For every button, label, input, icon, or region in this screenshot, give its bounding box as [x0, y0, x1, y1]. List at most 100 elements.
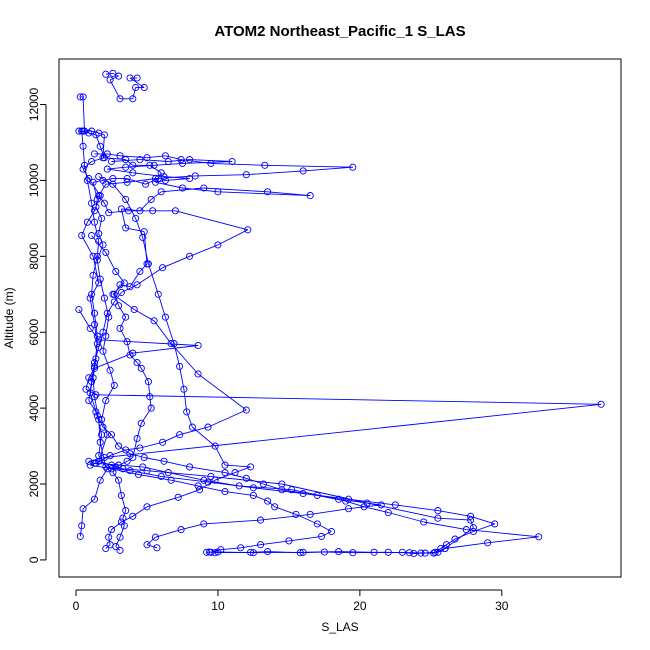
- series-segment: [139, 199, 152, 212]
- data-point: [93, 195, 101, 203]
- data-point: [462, 526, 470, 534]
- data-point: [335, 495, 343, 503]
- series-segment: [136, 423, 142, 439]
- data-point: [186, 174, 194, 183]
- data-point: [95, 173, 103, 181]
- series-segment: [157, 294, 166, 318]
- series-segment: [274, 506, 297, 515]
- series-profile-5: [85, 150, 543, 557]
- series-segment: [210, 162, 265, 166]
- data-point: [116, 533, 124, 541]
- data-point: [147, 195, 155, 203]
- y-tick-label: 0: [27, 556, 41, 563]
- series-segment: [181, 159, 211, 164]
- data-point: [88, 199, 96, 207]
- series-segment: [98, 183, 107, 196]
- data-point: [134, 470, 143, 479]
- data-point: [88, 290, 96, 298]
- data-point: [264, 497, 272, 505]
- chart-title: ATOM2 Northeast_Pacific_1 S_LAS: [214, 23, 465, 40]
- data-point: [204, 423, 212, 431]
- series-segment: [119, 525, 125, 538]
- data-point: [100, 131, 108, 139]
- data-point: [161, 176, 169, 184]
- data-point: [95, 192, 103, 200]
- data-point: [86, 324, 94, 332]
- data-point: [83, 176, 91, 184]
- data-point: [420, 518, 428, 526]
- y-tick-label: 12000: [27, 88, 41, 122]
- data-point: [306, 192, 314, 200]
- data-point: [109, 69, 117, 77]
- series-segment: [95, 206, 103, 219]
- series-segment: [108, 537, 111, 545]
- data-point: [176, 431, 184, 439]
- data-point: [467, 512, 475, 520]
- series-segment: [437, 517, 471, 521]
- data-point: [244, 226, 252, 234]
- data-point: [103, 431, 111, 439]
- data-point: [102, 463, 110, 471]
- series-segment: [260, 540, 289, 546]
- data-point: [92, 391, 100, 399]
- data-point: [86, 294, 94, 302]
- series-profile-6: [75, 305, 605, 552]
- data-point: [79, 93, 87, 101]
- data-point: [484, 539, 492, 547]
- data-point: [171, 207, 179, 215]
- series-segment: [179, 366, 185, 390]
- series-segment: [101, 419, 108, 435]
- data-point: [99, 154, 107, 162]
- series-segment: [466, 529, 539, 538]
- series-segment: [105, 181, 128, 185]
- data-point: [130, 305, 138, 314]
- data-point: [96, 438, 104, 446]
- data-point: [398, 548, 406, 556]
- series-segment: [180, 523, 204, 531]
- data-point: [237, 544, 245, 552]
- data-point: [200, 476, 208, 484]
- series-segment: [132, 172, 165, 178]
- series-segment: [132, 506, 148, 517]
- plot-frame: [58, 58, 622, 578]
- series-segment: [189, 244, 219, 257]
- series-segment: [423, 521, 467, 531]
- data-point: [157, 472, 165, 480]
- data-point: [126, 450, 134, 458]
- data-point: [391, 501, 399, 509]
- series-segment: [182, 161, 233, 164]
- data-point: [105, 533, 113, 541]
- data-point: [79, 165, 87, 173]
- data-point: [89, 252, 97, 260]
- series-segment: [102, 426, 112, 436]
- series-segment: [129, 77, 145, 88]
- series-segment: [133, 309, 155, 322]
- data-point: [217, 546, 225, 554]
- data-point: [151, 533, 160, 541]
- data-point: [200, 184, 208, 192]
- series-segment: [303, 166, 353, 172]
- data-point: [264, 548, 272, 556]
- series-layer: [75, 69, 605, 558]
- data-point: [467, 516, 475, 524]
- data-point: [296, 549, 304, 557]
- data-point: [105, 313, 113, 321]
- data-point: [160, 173, 168, 181]
- series-segment: [88, 457, 105, 462]
- data-point: [102, 180, 110, 188]
- data-point: [320, 548, 328, 556]
- series-segment: [437, 510, 471, 517]
- data-point: [247, 463, 255, 471]
- data-point: [434, 514, 442, 522]
- data-point: [103, 150, 111, 158]
- data-point: [221, 461, 229, 469]
- data-point: [99, 423, 107, 431]
- data-point: [88, 231, 96, 240]
- data-point: [164, 469, 172, 477]
- data-point: [107, 431, 116, 439]
- data-point: [88, 127, 96, 135]
- data-point: [116, 95, 124, 103]
- series-profile-8: [95, 173, 255, 553]
- series-segment: [140, 368, 149, 382]
- data-point: [117, 288, 125, 296]
